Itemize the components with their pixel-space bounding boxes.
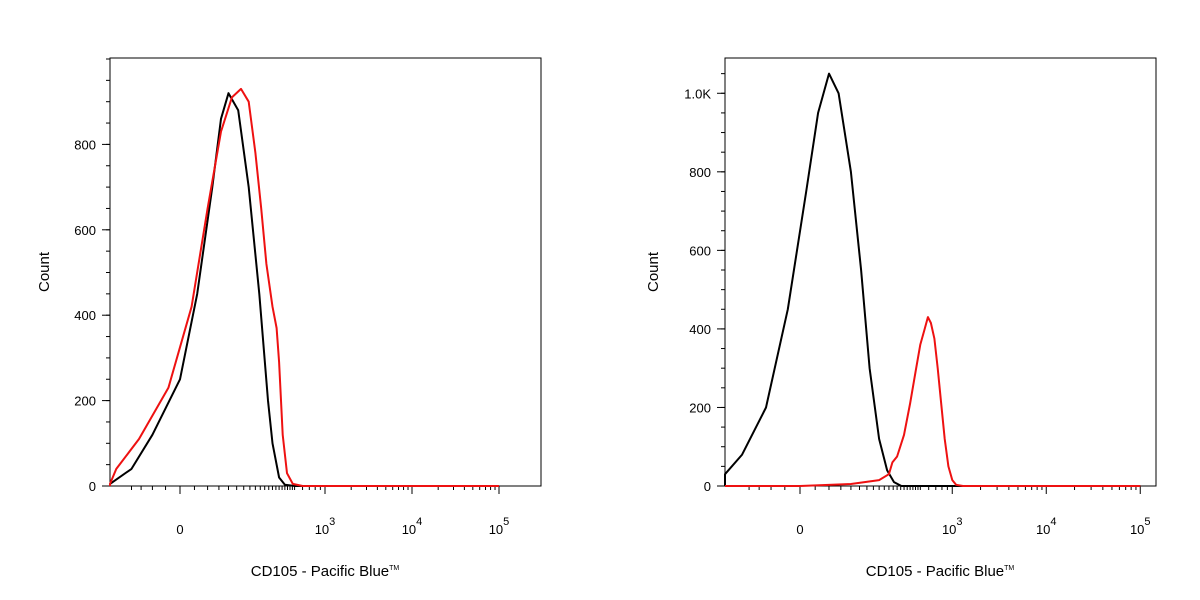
x-axis-label: CD105 - Pacific BlueTM [866,563,1015,580]
y-tick-label: 1.0K [684,86,711,101]
x-tick-label: 105 [1130,516,1151,537]
y-tick-label: 400 [74,308,96,323]
y-tick-label: 800 [689,165,711,180]
x-tick-exponent: 4 [1050,516,1056,528]
trademark-mark: TM [1004,565,1014,572]
x-tick-label: 0 [796,522,803,537]
x-tick-label: 103 [315,516,336,537]
histogram-panel-left: Count CD105 - Pacific BlueTM 0 200 400 600 8… [36,57,542,580]
x-tick-exponent: 5 [1144,516,1150,528]
histogram-series-control [724,72,1141,487]
y-axis-label: Count [645,251,662,292]
x-axis-ticks: 0 103 104 105 [131,486,510,537]
x-tick-exponent: 5 [503,516,509,528]
y-tick-label: 200 [74,394,96,409]
y-axis-ticks: 0 200 400 600 800 [74,58,110,494]
y-tick-label: 200 [689,400,711,415]
histogram-panel-right: Count CD105 - Pacific BlueTM 0 200 400 600 8… [645,57,1157,580]
x-tick-label: 105 [489,516,510,537]
x-tick-label: 103 [942,516,963,537]
y-tick-label: 800 [74,137,96,152]
histogram-series-control [109,92,499,487]
x-tick-label: 104 [1036,516,1057,537]
series-group [109,87,499,487]
y-axis-ticks: 0 200 400 600 800 1.0K [684,73,725,494]
trademark-mark: TM [389,565,399,572]
x-tick-exponent: 3 [329,516,335,528]
y-tick-label: 400 [689,322,711,337]
y-tick-label: 600 [689,243,711,258]
x-axis-ticks: 0 103 104 105 [748,486,1151,537]
x-tick-label: 104 [402,516,423,537]
histogram-series-stained [109,87,499,487]
y-axis-label: Count [36,251,53,292]
x-tick-label: 0 [176,522,183,537]
x-tick-exponent: 3 [956,516,962,528]
y-tick-label: 600 [74,223,96,238]
histogram-series-stained [725,316,1141,487]
series-group [724,72,1141,487]
x-tick-exponent: 4 [416,516,422,528]
plot-frame [724,57,1157,487]
plot-frame [109,57,542,487]
x-axis-label: CD105 - Pacific BlueTM [251,563,400,580]
y-tick-label: 0 [704,479,711,494]
y-tick-label: 0 [89,479,96,494]
